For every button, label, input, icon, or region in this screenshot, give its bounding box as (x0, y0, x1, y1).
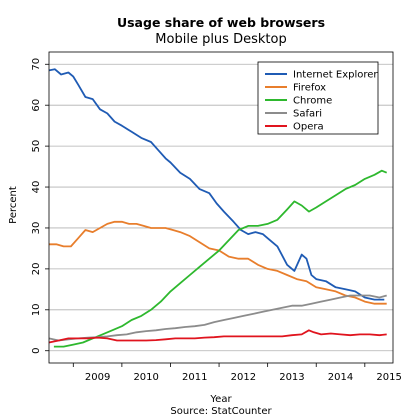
grid (49, 63, 393, 352)
series-line-chrome (53, 169, 388, 348)
x-tick-label: 2012 (231, 372, 256, 383)
legend-label-chrome: Chrome (293, 96, 332, 107)
ticks: 0 10 20 30 40 50 60 70 2009 2010 2011 2012 2013 2014 2… (31, 58, 402, 383)
plot-frame (48, 51, 394, 364)
series-line-firefox (49, 220, 387, 305)
series-lines (48, 68, 388, 348)
series-line-safari (48, 294, 387, 342)
x-tick-label: 2014 (328, 372, 353, 383)
y-tick-label: 50 (31, 140, 42, 153)
x-tick-label: 2015 (376, 372, 401, 383)
x-tick-label: 2009 (85, 372, 110, 383)
y-tick-label: 30 (31, 222, 42, 235)
y-tick-label: 60 (31, 99, 42, 112)
y-tick-label: 70 (31, 58, 42, 71)
legend-label-opera: Opera (293, 122, 324, 133)
legend-label-firefox: Firefox (293, 83, 326, 94)
y-tick-label: 10 (31, 303, 42, 316)
x-tick-label: 2013 (279, 372, 304, 383)
chart-subtitle: Mobile plus Desktop (155, 32, 286, 47)
series-line-opera (48, 329, 387, 344)
x-axis-label: Year (209, 394, 232, 405)
legend: Internet Explorer Firefox Chrome Safari Oper… (257, 61, 378, 135)
y-axis-label: Percent (8, 186, 19, 224)
y-tick-label: 20 (31, 263, 42, 276)
x-tick-label: 2011 (182, 372, 207, 383)
y-tick-label: 0 (31, 348, 42, 354)
y-tick-label: 40 (31, 181, 42, 194)
series-line-internet-explorer (48, 68, 385, 301)
legend-label-internet-explorer: Internet Explorer (293, 70, 378, 81)
x-tick-label: 2010 (133, 372, 158, 383)
source-note: Source: StatCounter (170, 406, 272, 417)
chart-title: Usage share of web browsers (117, 15, 325, 30)
legend-label-safari: Safari (293, 109, 322, 120)
